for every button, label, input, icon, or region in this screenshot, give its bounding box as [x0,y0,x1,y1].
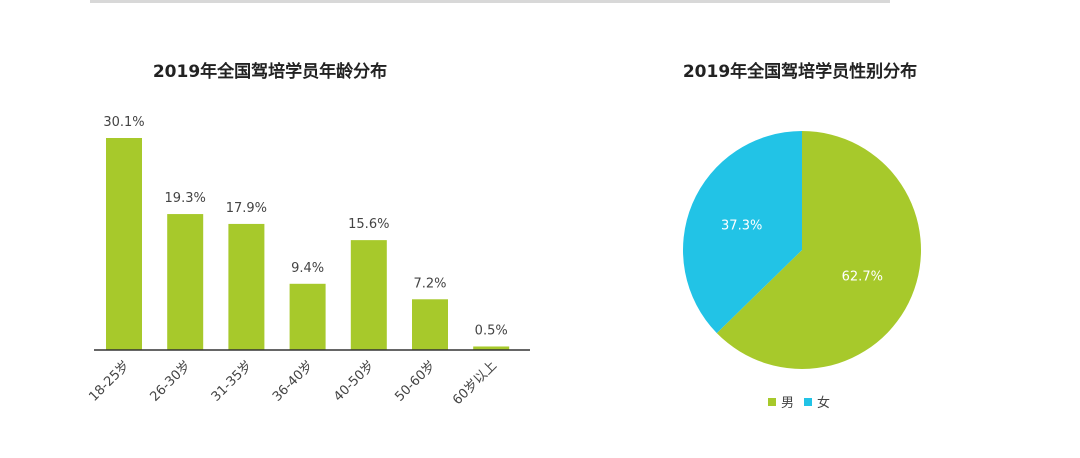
bar-value-label: 7.2% [413,276,446,291]
bar-value-label: 0.5% [475,323,508,338]
pie-slice-男 [716,131,921,370]
legend-item-male: 男 [768,392,794,411]
gender-pie-chart: 62.7% 37.3% [683,131,921,370]
x-tick-label: 26-30岁 [148,358,195,405]
bar-36-40岁 [289,283,326,350]
x-tick-label: 50-60岁 [392,358,439,405]
age-chart-panel: 2019年全国驾培学员年龄分布 30.1% 18-25岁 19.3% 26-30岁 17… [86,62,530,408]
x-tick-label: 36-40岁 [270,358,317,405]
bar-value-label: 19.3% [165,191,206,206]
pie-value-label: 37.3% [721,219,762,234]
pie-value-label: 62.7% [842,269,883,284]
bar-value-label: 17.9% [226,201,267,216]
top-divider [90,0,890,3]
legend-swatch-male [768,397,776,406]
bar-60岁以上 [473,346,510,350]
bar-18-25岁 [106,138,142,350]
bar-value-label: 30.1% [103,115,144,130]
x-tick-label: 18-25岁 [86,358,133,405]
x-tick-label: 31-35岁 [209,358,256,405]
legend-label-female: 女 [817,396,831,411]
bar-40-50岁 [350,240,387,350]
gender-chart-title: 2019年全国驾培学员性别分布 [682,62,918,82]
legend-item-female: 女 [804,392,830,411]
bar-31-35岁 [228,223,265,350]
pie-slice-女 [683,131,802,334]
x-tick-label: 40-50岁 [331,358,378,405]
x-tick-label: 60岁以上 [450,358,500,408]
legend-swatch-female [804,397,813,406]
bar-value-label: 9.4% [291,261,324,276]
age-bar-chart: 30.1% 18-25岁 19.3% 26-30岁 17.9% 31-35岁 9.4% 36-… [86,115,530,408]
gender-chart-panel: 2019年全国驾培学员性别分布 62.7% 37.3% 男 女 [540,0,1080,458]
pie-legend: 男 女 [768,392,830,411]
legend-label-male: 男 [781,396,795,411]
bar-26-30岁 [167,214,204,350]
bar-value-label: 15.6% [348,217,389,232]
bar-50-60岁 [412,299,448,350]
age-chart-title: 2019年全国驾培学员年龄分布 [152,62,388,82]
